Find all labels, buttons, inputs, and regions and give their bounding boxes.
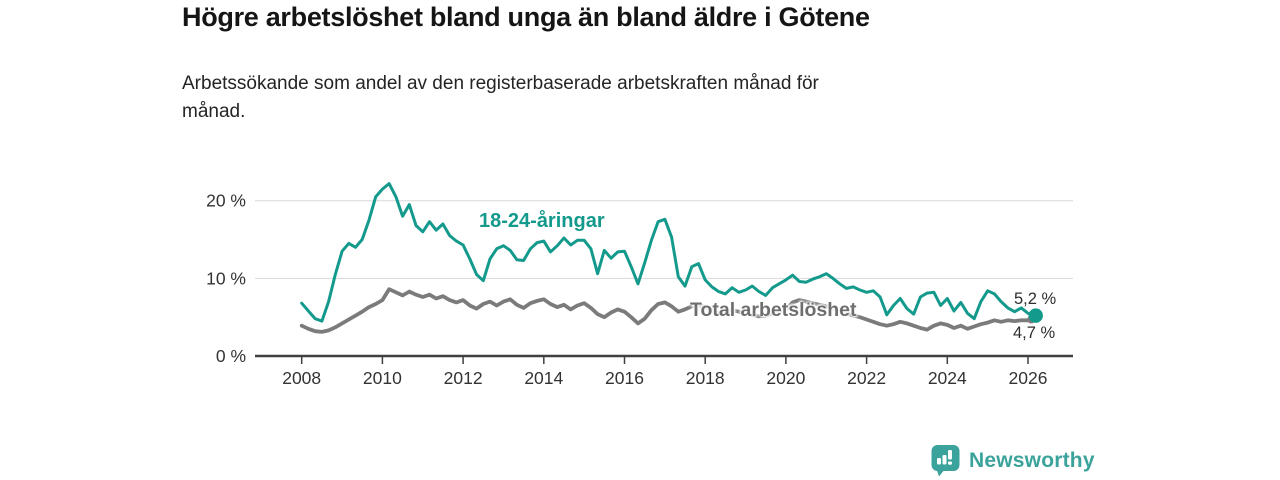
end-value-label-young: 5,2 %	[1014, 290, 1057, 308]
x-tick-label: 2018	[686, 368, 725, 388]
x-tick-label: 2014	[524, 368, 563, 388]
y-tick-label: 20 %	[206, 191, 246, 211]
subtitle-line-2: månad.	[182, 100, 246, 122]
series-line-young	[300, 182, 1037, 323]
y-tick-label: 0 %	[216, 346, 246, 366]
x-tick-label: 2012	[444, 368, 483, 388]
series-label-young: 18-24-åringar	[479, 210, 605, 232]
x-tick-label: 2016	[605, 368, 644, 388]
x-tick-label: 2010	[363, 368, 402, 388]
series-line-total	[299, 287, 1037, 334]
page-title: Högre arbetslöshet bland unga än bland ä…	[182, 2, 870, 32]
newsworthy-wordmark: Newsworthy	[969, 448, 1095, 472]
y-tick-label: 10 %	[206, 268, 246, 288]
x-tick-label: 2008	[282, 368, 321, 388]
newsworthy-logo[interactable]: Newsworthy	[931, 444, 1095, 477]
x-tick-label: 2020	[766, 368, 805, 388]
end-value-label-total: 4,7 %	[1013, 324, 1056, 342]
subtitle-line-1: Arbetssökande som andel av den registerb…	[182, 73, 819, 94]
x-tick-label: 2026	[1009, 368, 1048, 388]
end-dot-young	[1028, 308, 1043, 323]
x-tick-label: 2024	[928, 368, 967, 388]
series-label-total: Total arbetslöshet	[690, 299, 857, 321]
x-tick-label: 2022	[847, 368, 886, 388]
newsworthy-chart-bubble-icon	[931, 445, 960, 477]
chart-subtitle: Arbetssökande som andel av den registerb…	[182, 70, 819, 125]
